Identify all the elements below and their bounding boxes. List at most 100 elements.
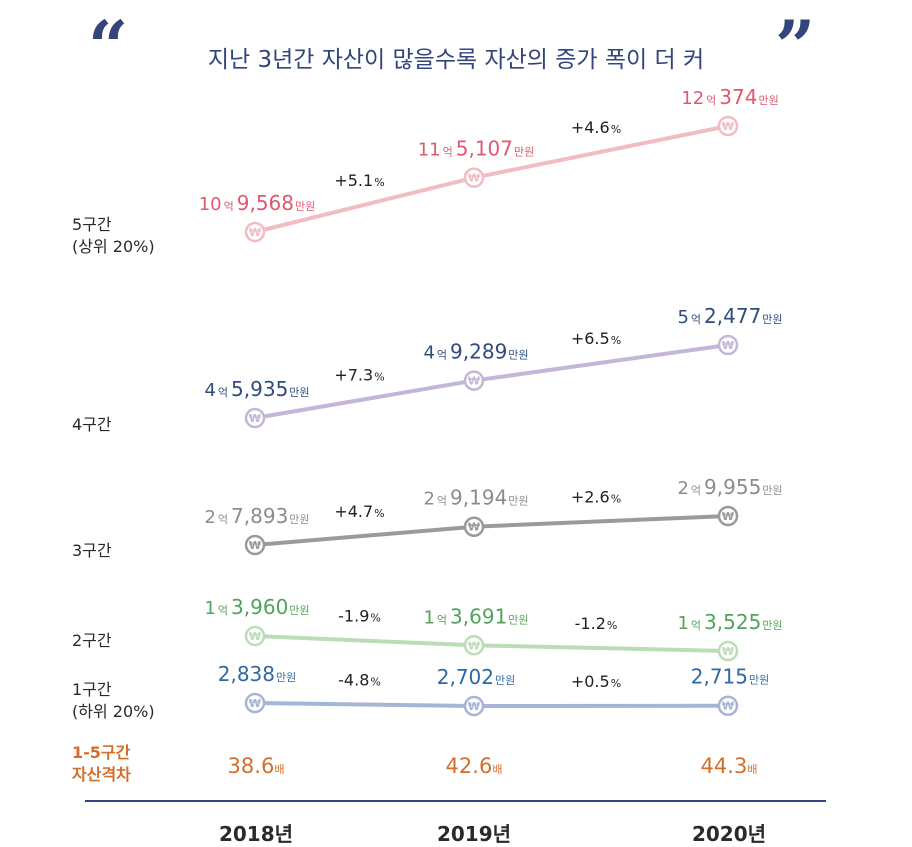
- data-label-eok-number: 1: [423, 607, 434, 628]
- data-label-man-unit: 만원: [514, 146, 534, 159]
- gap-multiple-2020: 44.3배: [669, 754, 789, 778]
- data-point-won-icon: [717, 115, 739, 137]
- change-label: +2.6%: [571, 487, 621, 506]
- data-label: 2 억 9,194만원: [423, 486, 528, 510]
- change-label-number: -1.2: [575, 614, 606, 633]
- data-label-man-unit: 만원: [758, 94, 778, 107]
- data-label-eok-number: 11: [418, 140, 441, 161]
- data-label: 11 억 5,107만원: [418, 137, 535, 161]
- data-label-eok-number: 10: [199, 194, 222, 215]
- data-label-eok-unit: 억: [224, 200, 234, 213]
- data-label-man-number: 7,893: [231, 504, 288, 528]
- series-tier3: ₩2 억 7,893만원₩2 억 9,194만원₩2 억 9,955만원+4.7%+2.6%: [204, 475, 783, 556]
- data-label-eok-number: 1: [204, 598, 215, 619]
- data-label-man-number: 9,955: [704, 475, 761, 499]
- data-label: 4 억 9,289만원: [423, 340, 528, 364]
- data-label-man-number: 374: [719, 85, 757, 109]
- gap-label-line1: 1-5구간: [72, 743, 131, 762]
- change-label-number: +2.6: [571, 487, 610, 506]
- data-label: 1 억 3,960만원: [204, 595, 309, 619]
- data-label-eok-unit: 억: [437, 613, 447, 626]
- data-label-man-unit: 만원: [762, 484, 782, 497]
- data-label: 1 억 3,691만원: [423, 604, 528, 628]
- change-label-number: +4.6: [571, 118, 610, 137]
- data-label-man-number: 5,935: [231, 377, 288, 401]
- row-label-tier3-line1: 3구간: [72, 541, 112, 560]
- data-label-eok-unit: 억: [437, 349, 447, 362]
- gap-multiple-2018: 38.6배: [196, 754, 316, 778]
- data-label-eok-number: 1: [677, 613, 688, 634]
- change-label: -4.8%: [338, 671, 381, 690]
- data-label: 2,715만원: [691, 665, 770, 689]
- change-label-unit: %: [374, 507, 384, 520]
- data-label-eok-unit: 억: [706, 94, 716, 107]
- won-symbol: ₩: [249, 630, 261, 643]
- change-label-unit: %: [374, 176, 384, 189]
- data-point-won-icon: [717, 640, 739, 662]
- won-symbol: ₩: [468, 521, 480, 534]
- year-label-2019: 2019년: [436, 822, 512, 846]
- data-label: 2 억 9,955만원: [677, 475, 782, 499]
- row-label-tier5: 5구간 (상위 20%): [72, 214, 155, 258]
- data-label-man-number: 3,691: [450, 604, 507, 628]
- row-label-tier5-line1: 5구간: [72, 215, 112, 234]
- won-symbol: ₩: [249, 226, 261, 239]
- row-label-tier4-line1: 4구간: [72, 415, 112, 434]
- data-label-man-number: 3,960: [231, 595, 288, 619]
- change-label: +0.5%: [571, 672, 621, 691]
- data-label-man-number: 9,194: [450, 486, 507, 510]
- change-label: +7.3%: [334, 365, 384, 384]
- data-label: 12 억 374만원: [681, 85, 778, 109]
- change-label: +4.6%: [571, 118, 621, 137]
- data-label-man-unit: 만원: [508, 349, 528, 362]
- change-label-unit: %: [370, 676, 380, 689]
- data-label-eok-number: 2: [204, 507, 215, 528]
- year-label-2018: 2018년: [218, 822, 294, 846]
- data-label-man-number: 2,477: [704, 304, 761, 328]
- change-label: +4.7%: [334, 502, 384, 521]
- data-label-eok-unit: 억: [691, 484, 701, 497]
- row-label-tier1: 1구간 (하위 20%): [72, 679, 155, 723]
- series-tier2: ₩1 억 3,960만원₩1 억 3,691만원₩1 억 3,525만원-1.9% -1.2%: [204, 595, 783, 662]
- change-label-number: +6.5: [571, 329, 610, 348]
- data-point-won-icon: [244, 534, 266, 556]
- change-label-unit: %: [611, 123, 621, 136]
- data-point-won-icon: [463, 516, 485, 537]
- data-point-won-icon: [244, 692, 266, 714]
- row-label-tier4: 4구간: [72, 414, 112, 436]
- change-label-number: +7.3: [334, 365, 373, 384]
- won-symbol: ₩: [468, 700, 480, 713]
- data-label-man-unit: 만원: [762, 619, 782, 632]
- data-label-man-unit: 만원: [289, 513, 309, 526]
- gap-multiple-value: 44.3: [700, 754, 748, 778]
- data-label-eok-unit: 억: [691, 313, 701, 326]
- change-label-unit: %: [370, 612, 380, 625]
- data-label-eok-number: 5: [677, 307, 688, 328]
- series-line: [253, 634, 730, 653]
- gap-multiple-unit: 배: [492, 763, 503, 776]
- row-label-tier5-line2: (상위 20%): [72, 237, 155, 256]
- data-label: 4 억 5,935만원: [204, 377, 309, 401]
- change-label-unit: %: [611, 334, 621, 347]
- gap-label-line2: 자산격차: [72, 765, 131, 784]
- gap-multiple-unit: 배: [274, 763, 285, 776]
- year-label-2020: 2020년: [691, 822, 767, 846]
- gap-multiple-value: 42.6: [445, 754, 493, 778]
- open-quote-icon: “: [88, 5, 129, 88]
- won-symbol: ₩: [468, 639, 480, 652]
- change-label-number: +4.7: [334, 502, 373, 521]
- data-label-eok-unit: 억: [218, 604, 228, 617]
- data-label-man-unit: 만원: [508, 613, 528, 626]
- data-label-eok-number: 4: [423, 343, 434, 364]
- change-label: -1.2%: [575, 614, 618, 633]
- series-tier5: ₩10 억 9,568만원₩11 억 5,107만원₩12 억 374만원+5.1%+4.6…: [199, 85, 779, 243]
- change-label-number: +0.5: [571, 672, 610, 691]
- chart-title: 지난 3년간 자산이 많을수록 자산의 증가 폭이 더 커: [207, 47, 705, 73]
- data-label-man-number: 5,107: [456, 137, 513, 161]
- data-label-man-number: 3,525: [704, 610, 761, 634]
- row-label-tier2: 2구간: [72, 630, 112, 652]
- data-point-won-icon: [717, 505, 739, 527]
- data-point-won-icon: [244, 221, 266, 243]
- data-label-man-number: 9,289: [450, 340, 507, 364]
- data-label-man-number: 2,702: [437, 665, 494, 689]
